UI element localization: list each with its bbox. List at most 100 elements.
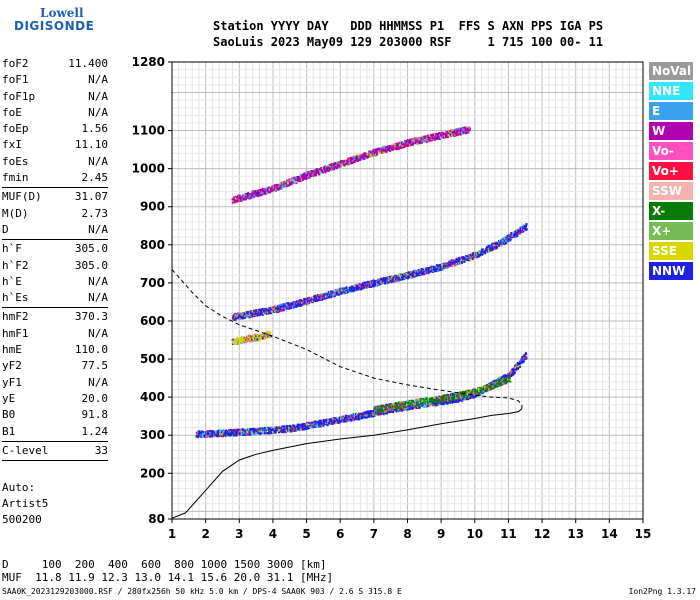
echo-point xyxy=(364,416,367,419)
echo-point xyxy=(276,188,279,191)
param-value: N/A xyxy=(88,291,108,305)
param-label: fxI xyxy=(2,138,22,152)
echo-point xyxy=(526,356,529,359)
echo-point xyxy=(514,364,517,367)
echo-point xyxy=(410,276,413,279)
param-row: MUF(D) 31.07 xyxy=(2,189,108,205)
echo-point xyxy=(274,310,277,313)
echo-point xyxy=(239,316,242,319)
station-header: Station YYYY DAY DDD HHMMSS P1 FFS S AXN… xyxy=(213,18,603,50)
echo-point xyxy=(286,185,289,188)
echo-point xyxy=(259,312,262,315)
echo-point xyxy=(491,248,494,251)
echo-point xyxy=(251,309,254,312)
echo-point xyxy=(311,171,314,174)
echo-point xyxy=(334,165,337,168)
echo-point xyxy=(241,315,244,318)
echo-point xyxy=(249,429,252,432)
param-row: foEs N/A xyxy=(2,154,108,170)
echo-point xyxy=(346,289,349,292)
echo-point xyxy=(288,179,291,182)
param-row: foF1p N/A xyxy=(2,89,108,105)
echo-point xyxy=(469,396,472,399)
echo-point xyxy=(430,270,433,273)
echo-point xyxy=(356,413,359,416)
echo-point xyxy=(436,268,439,271)
echo-point xyxy=(444,402,447,405)
echo-point xyxy=(233,430,236,433)
echo-point xyxy=(403,273,406,276)
echo-point xyxy=(270,426,273,429)
echo-point xyxy=(420,272,423,275)
echo-point xyxy=(249,427,252,430)
echo-point xyxy=(380,413,383,416)
echo-point xyxy=(264,307,267,310)
echo-point xyxy=(357,288,360,291)
echo-point xyxy=(306,421,309,424)
echo-point xyxy=(240,433,243,436)
param-value: N/A xyxy=(88,89,108,103)
echo-point xyxy=(380,279,383,282)
echo-point xyxy=(318,295,321,298)
echo-point xyxy=(349,286,352,289)
echo-point xyxy=(296,303,299,306)
echo-point xyxy=(460,261,463,264)
echo-point xyxy=(294,426,297,429)
echo-point xyxy=(336,420,339,423)
echo-point xyxy=(370,410,373,413)
echo-point xyxy=(288,307,291,310)
param-label: D xyxy=(2,222,9,236)
echo-point xyxy=(361,283,364,286)
echo-point xyxy=(504,240,507,243)
echo-point xyxy=(420,271,423,274)
echo-point xyxy=(373,285,376,288)
echo-point xyxy=(513,371,516,374)
echo-point xyxy=(264,430,267,433)
echo-point xyxy=(328,291,331,294)
echo-point xyxy=(459,397,462,400)
echo-point xyxy=(507,234,510,237)
echo-point xyxy=(270,312,273,315)
echo-point xyxy=(281,430,284,433)
echo-point xyxy=(432,265,435,268)
echo-point xyxy=(324,297,327,300)
echo-point xyxy=(348,419,351,422)
echo-point xyxy=(518,230,521,233)
echo-point xyxy=(206,431,209,434)
echo-point xyxy=(427,404,430,407)
echo-point xyxy=(330,296,333,299)
echo-point xyxy=(228,434,231,437)
echo-point xyxy=(477,254,480,257)
param-row: foF1 N/A xyxy=(2,72,108,88)
echo-point xyxy=(377,280,380,283)
echo-point xyxy=(263,308,266,311)
echo-point xyxy=(295,180,298,183)
echo-point xyxy=(314,170,317,173)
echo-point xyxy=(342,415,345,418)
echo-point xyxy=(429,268,432,271)
echo-point xyxy=(267,189,270,192)
echo-point xyxy=(290,304,293,307)
echo-point xyxy=(439,266,442,269)
echo-point xyxy=(298,176,301,179)
echo-point xyxy=(391,280,394,283)
echo-point xyxy=(367,412,370,415)
echo-point xyxy=(239,197,242,200)
echo-point xyxy=(484,252,487,255)
echo-point xyxy=(517,367,520,370)
echo-point xyxy=(370,415,373,418)
axes xyxy=(168,61,644,523)
echo-point xyxy=(214,433,217,436)
echo-point xyxy=(400,273,403,276)
echo-point xyxy=(262,309,265,312)
echo-point xyxy=(291,426,294,429)
echo-point xyxy=(311,170,314,173)
echo-point xyxy=(325,294,328,297)
echo-point xyxy=(249,196,252,199)
echo-point xyxy=(482,250,485,253)
echo-point xyxy=(498,242,501,245)
echo-point xyxy=(241,311,244,314)
echo-point xyxy=(195,432,198,435)
echo-point xyxy=(257,429,260,432)
echo-point xyxy=(296,423,299,426)
